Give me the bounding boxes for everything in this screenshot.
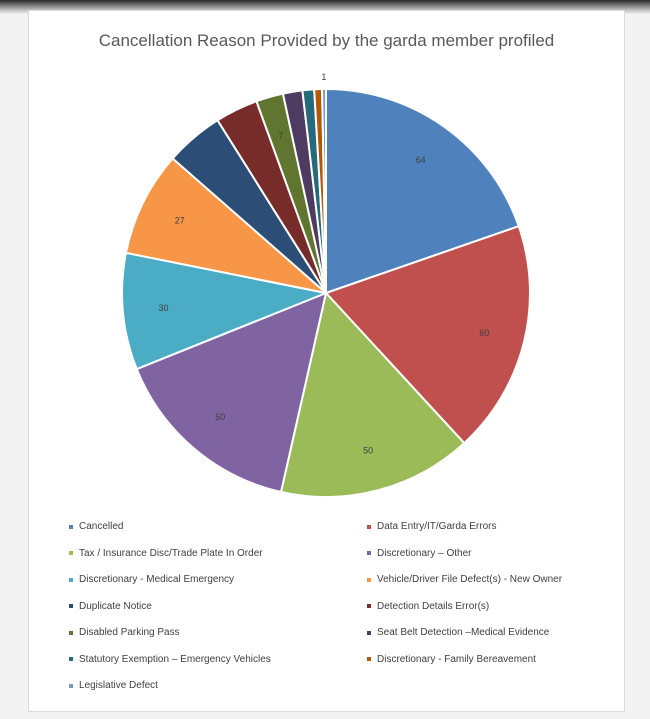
pie-slice-data-entry-it-garda-errors	[324, 224, 531, 445]
pie-slice-discretionary-other	[135, 291, 328, 494]
legend-swatch	[69, 657, 73, 661]
chart-title: Cancellation Reason Provided by the gard…	[98, 31, 555, 50]
legend-label: Duplicate Notice	[79, 600, 152, 612]
legend-item-discretionary-family-bereavement: Discretionary - Family Bereavement	[367, 654, 536, 665]
legend-label: Discretionary - Medical Emergency	[79, 574, 235, 585]
pie-slice-discretionary-medical-emergency	[121, 251, 330, 371]
legend-item-disabled-parking-pass: Disabled Parking Pass	[69, 627, 180, 638]
legend-item-seat-belt-detection-medical-evidence: Seat Belt Detection –Medical Evidence	[367, 627, 549, 638]
legend-swatch	[367, 524, 371, 529]
legend-swatch	[367, 657, 371, 661]
legend-label: Statutory Exemption – Emergency Vehicles	[79, 653, 271, 665]
pie-chart: 64 60 50 50 30 27 7 1	[121, 72, 531, 498]
legend-swatch	[367, 577, 371, 582]
legend-swatch	[367, 630, 371, 635]
legend-swatch	[69, 524, 73, 529]
pie-slice-vehicle-driver-file-defect-s-new-owner	[124, 157, 330, 295]
legend-label: Tax / Insurance Disc/Trade Plate In Orde…	[79, 547, 263, 559]
legend-swatch	[69, 630, 73, 635]
legend-label: Detection Details Error(s)	[377, 600, 490, 612]
legend-label: Cancelled	[79, 521, 124, 532]
legend-swatch	[69, 577, 73, 582]
data-label-disabled-parking-pass: 7	[278, 131, 283, 141]
data-label-tax-insurance-disc-trade-plate-in-order: 50	[363, 446, 373, 456]
data-label-vehicle-driver-file-defect-s-new-owner: 27	[175, 216, 185, 226]
legend-swatch	[367, 604, 371, 608]
chart-card: Cancellation Reason Provided by the gard…	[28, 10, 625, 712]
legend-label: Seat Belt Detection –Medical Evidence	[377, 627, 550, 638]
legend-label: Legislative Defect	[79, 680, 158, 691]
legend-label: Discretionary – Other	[377, 547, 472, 559]
legend-swatch	[69, 604, 73, 608]
data-label-cancelled: 64	[416, 155, 426, 165]
legend-item-legislative-defect: Legislative Defect	[69, 680, 158, 691]
legend-label: Disabled Parking Pass	[79, 627, 180, 638]
legend-swatch	[69, 551, 73, 555]
legend-item-discretionary-other: Discretionary – Other	[367, 548, 471, 559]
data-label-discretionary-medical-emergency: 30	[158, 303, 168, 313]
pie-slice-legislative-defect	[321, 87, 327, 294]
legend-item-statutory-exemption-emergency-vehicles: Statutory Exemption – Emergency Vehicles	[69, 654, 271, 665]
legend-swatch	[367, 551, 371, 555]
legend-label: Discretionary - Family Bereavement	[377, 653, 536, 665]
legend-item-duplicate-notice: Duplicate Notice	[69, 601, 152, 612]
data-label-data-entry-it-garda-errors: 60	[479, 328, 489, 338]
legend-label: Data Entry/IT/Garda Errors	[377, 521, 497, 532]
legend-item-tax-insurance-disc-trade-plate-in-order: Tax / Insurance Disc/Trade Plate In Orde…	[69, 548, 263, 559]
data-label-discretionary-other: 50	[215, 412, 225, 422]
legend-item-vehicle-driver-file-defect-s-new-owner: Vehicle/Driver File Defect(s) - New Owne…	[367, 574, 562, 585]
legend-swatch	[69, 683, 73, 688]
legend-item-detection-details-error-s: Detection Details Error(s)	[367, 601, 489, 612]
legend-item-data-entry-it-garda-errors: Data Entry/IT/Garda Errors	[367, 521, 496, 532]
legend-item-discretionary-medical-emergency: Discretionary - Medical Emergency	[69, 574, 234, 585]
legend-item-cancelled: Cancelled	[69, 521, 123, 532]
pie-slice-tax-insurance-disc-trade-plate-in-order	[279, 290, 466, 498]
legend-label: Vehicle/Driver File Defect(s) - New Owne…	[377, 574, 563, 585]
data-label-legislative-defect: 1	[321, 72, 326, 82]
